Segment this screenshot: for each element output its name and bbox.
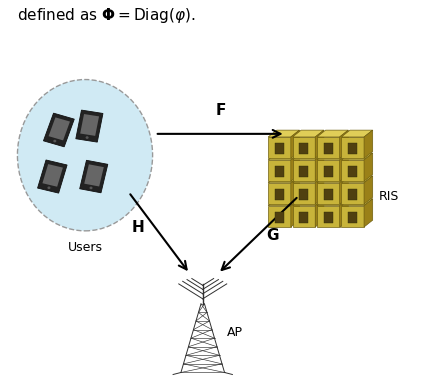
Polygon shape [268,137,291,158]
Polygon shape [300,189,308,200]
Polygon shape [341,176,373,183]
Polygon shape [324,144,333,154]
Polygon shape [293,137,315,158]
Polygon shape [268,183,291,204]
Polygon shape [324,212,333,223]
Polygon shape [80,160,108,193]
Polygon shape [293,153,324,160]
Polygon shape [293,176,324,183]
Polygon shape [348,144,357,154]
Polygon shape [315,153,324,181]
Polygon shape [268,176,300,183]
Polygon shape [268,199,300,206]
Polygon shape [291,130,300,158]
Text: Users: Users [68,241,102,254]
Polygon shape [268,206,291,227]
Polygon shape [340,176,348,204]
Polygon shape [317,176,348,183]
Polygon shape [275,212,284,223]
Polygon shape [364,130,373,158]
Text: $\mathbf{F}$: $\mathbf{F}$ [215,102,226,118]
Polygon shape [317,137,340,158]
Text: $\mathbf{G}$: $\mathbf{G}$ [266,227,279,243]
Polygon shape [317,130,348,137]
Polygon shape [84,164,104,187]
Polygon shape [300,212,308,223]
Polygon shape [348,212,357,223]
Polygon shape [293,130,324,137]
Polygon shape [341,130,373,137]
Polygon shape [341,153,373,160]
Polygon shape [364,176,373,204]
Polygon shape [291,199,300,227]
Polygon shape [42,164,63,187]
Text: $\mathbf{H}$: $\mathbf{H}$ [131,219,144,235]
Circle shape [53,140,56,142]
Circle shape [89,187,92,189]
Polygon shape [291,153,300,181]
Polygon shape [348,166,357,177]
Circle shape [85,136,89,139]
Polygon shape [315,176,324,204]
Polygon shape [275,144,284,154]
Polygon shape [80,114,99,136]
Polygon shape [48,117,70,140]
Polygon shape [317,153,348,160]
Polygon shape [300,166,308,177]
Polygon shape [293,206,315,227]
Polygon shape [293,183,315,204]
Text: RIS: RIS [379,190,399,203]
Text: defined as $\mathbf{\Phi} = \mathrm{Diag}(\varphi)$.: defined as $\mathbf{\Phi} = \mathrm{Diag… [17,6,196,25]
Polygon shape [317,183,340,204]
Polygon shape [364,153,373,181]
Polygon shape [341,160,364,181]
Polygon shape [317,206,340,227]
Circle shape [48,186,51,189]
Polygon shape [340,199,348,227]
Polygon shape [76,110,103,142]
Polygon shape [315,199,324,227]
Polygon shape [275,189,284,200]
Polygon shape [44,113,74,147]
Polygon shape [37,160,67,193]
Polygon shape [293,199,324,206]
Ellipse shape [17,80,153,231]
Polygon shape [275,166,284,177]
Polygon shape [268,153,300,160]
Polygon shape [364,199,373,227]
Polygon shape [268,160,291,181]
Polygon shape [324,189,333,200]
Polygon shape [340,153,348,181]
Polygon shape [324,166,333,177]
Polygon shape [341,206,364,227]
Polygon shape [348,189,357,200]
Polygon shape [315,130,324,158]
Polygon shape [340,130,348,158]
Polygon shape [341,137,364,158]
Polygon shape [341,199,373,206]
Polygon shape [317,199,348,206]
Text: AP: AP [227,326,243,339]
Polygon shape [291,176,300,204]
Polygon shape [300,144,308,154]
Polygon shape [268,130,300,137]
Polygon shape [341,183,364,204]
Polygon shape [317,160,340,181]
Polygon shape [293,160,315,181]
